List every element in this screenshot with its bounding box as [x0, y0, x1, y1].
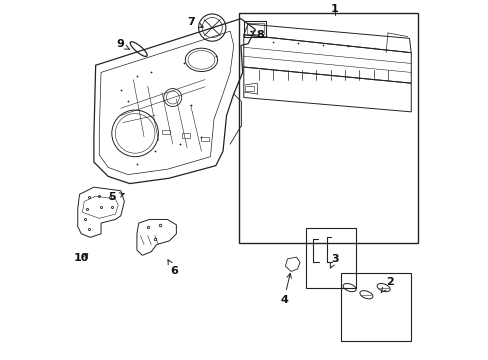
- Bar: [182, 134, 189, 138]
- Bar: [305, 228, 356, 288]
- Bar: [239, 13, 418, 243]
- Text: 6: 6: [167, 260, 178, 276]
- Bar: [201, 137, 209, 141]
- Text: 2: 2: [381, 277, 393, 292]
- Text: 7: 7: [187, 17, 203, 27]
- Text: 4: 4: [280, 273, 291, 305]
- Bar: [244, 86, 254, 91]
- Bar: [162, 130, 169, 134]
- Bar: [246, 23, 264, 34]
- Text: 1: 1: [330, 4, 338, 14]
- Text: 5: 5: [108, 192, 124, 202]
- Text: 10: 10: [73, 253, 88, 263]
- Text: 9: 9: [116, 40, 129, 49]
- Bar: [341, 273, 410, 341]
- Text: 3: 3: [330, 254, 338, 268]
- Bar: [244, 22, 265, 37]
- Text: 8: 8: [250, 30, 264, 40]
